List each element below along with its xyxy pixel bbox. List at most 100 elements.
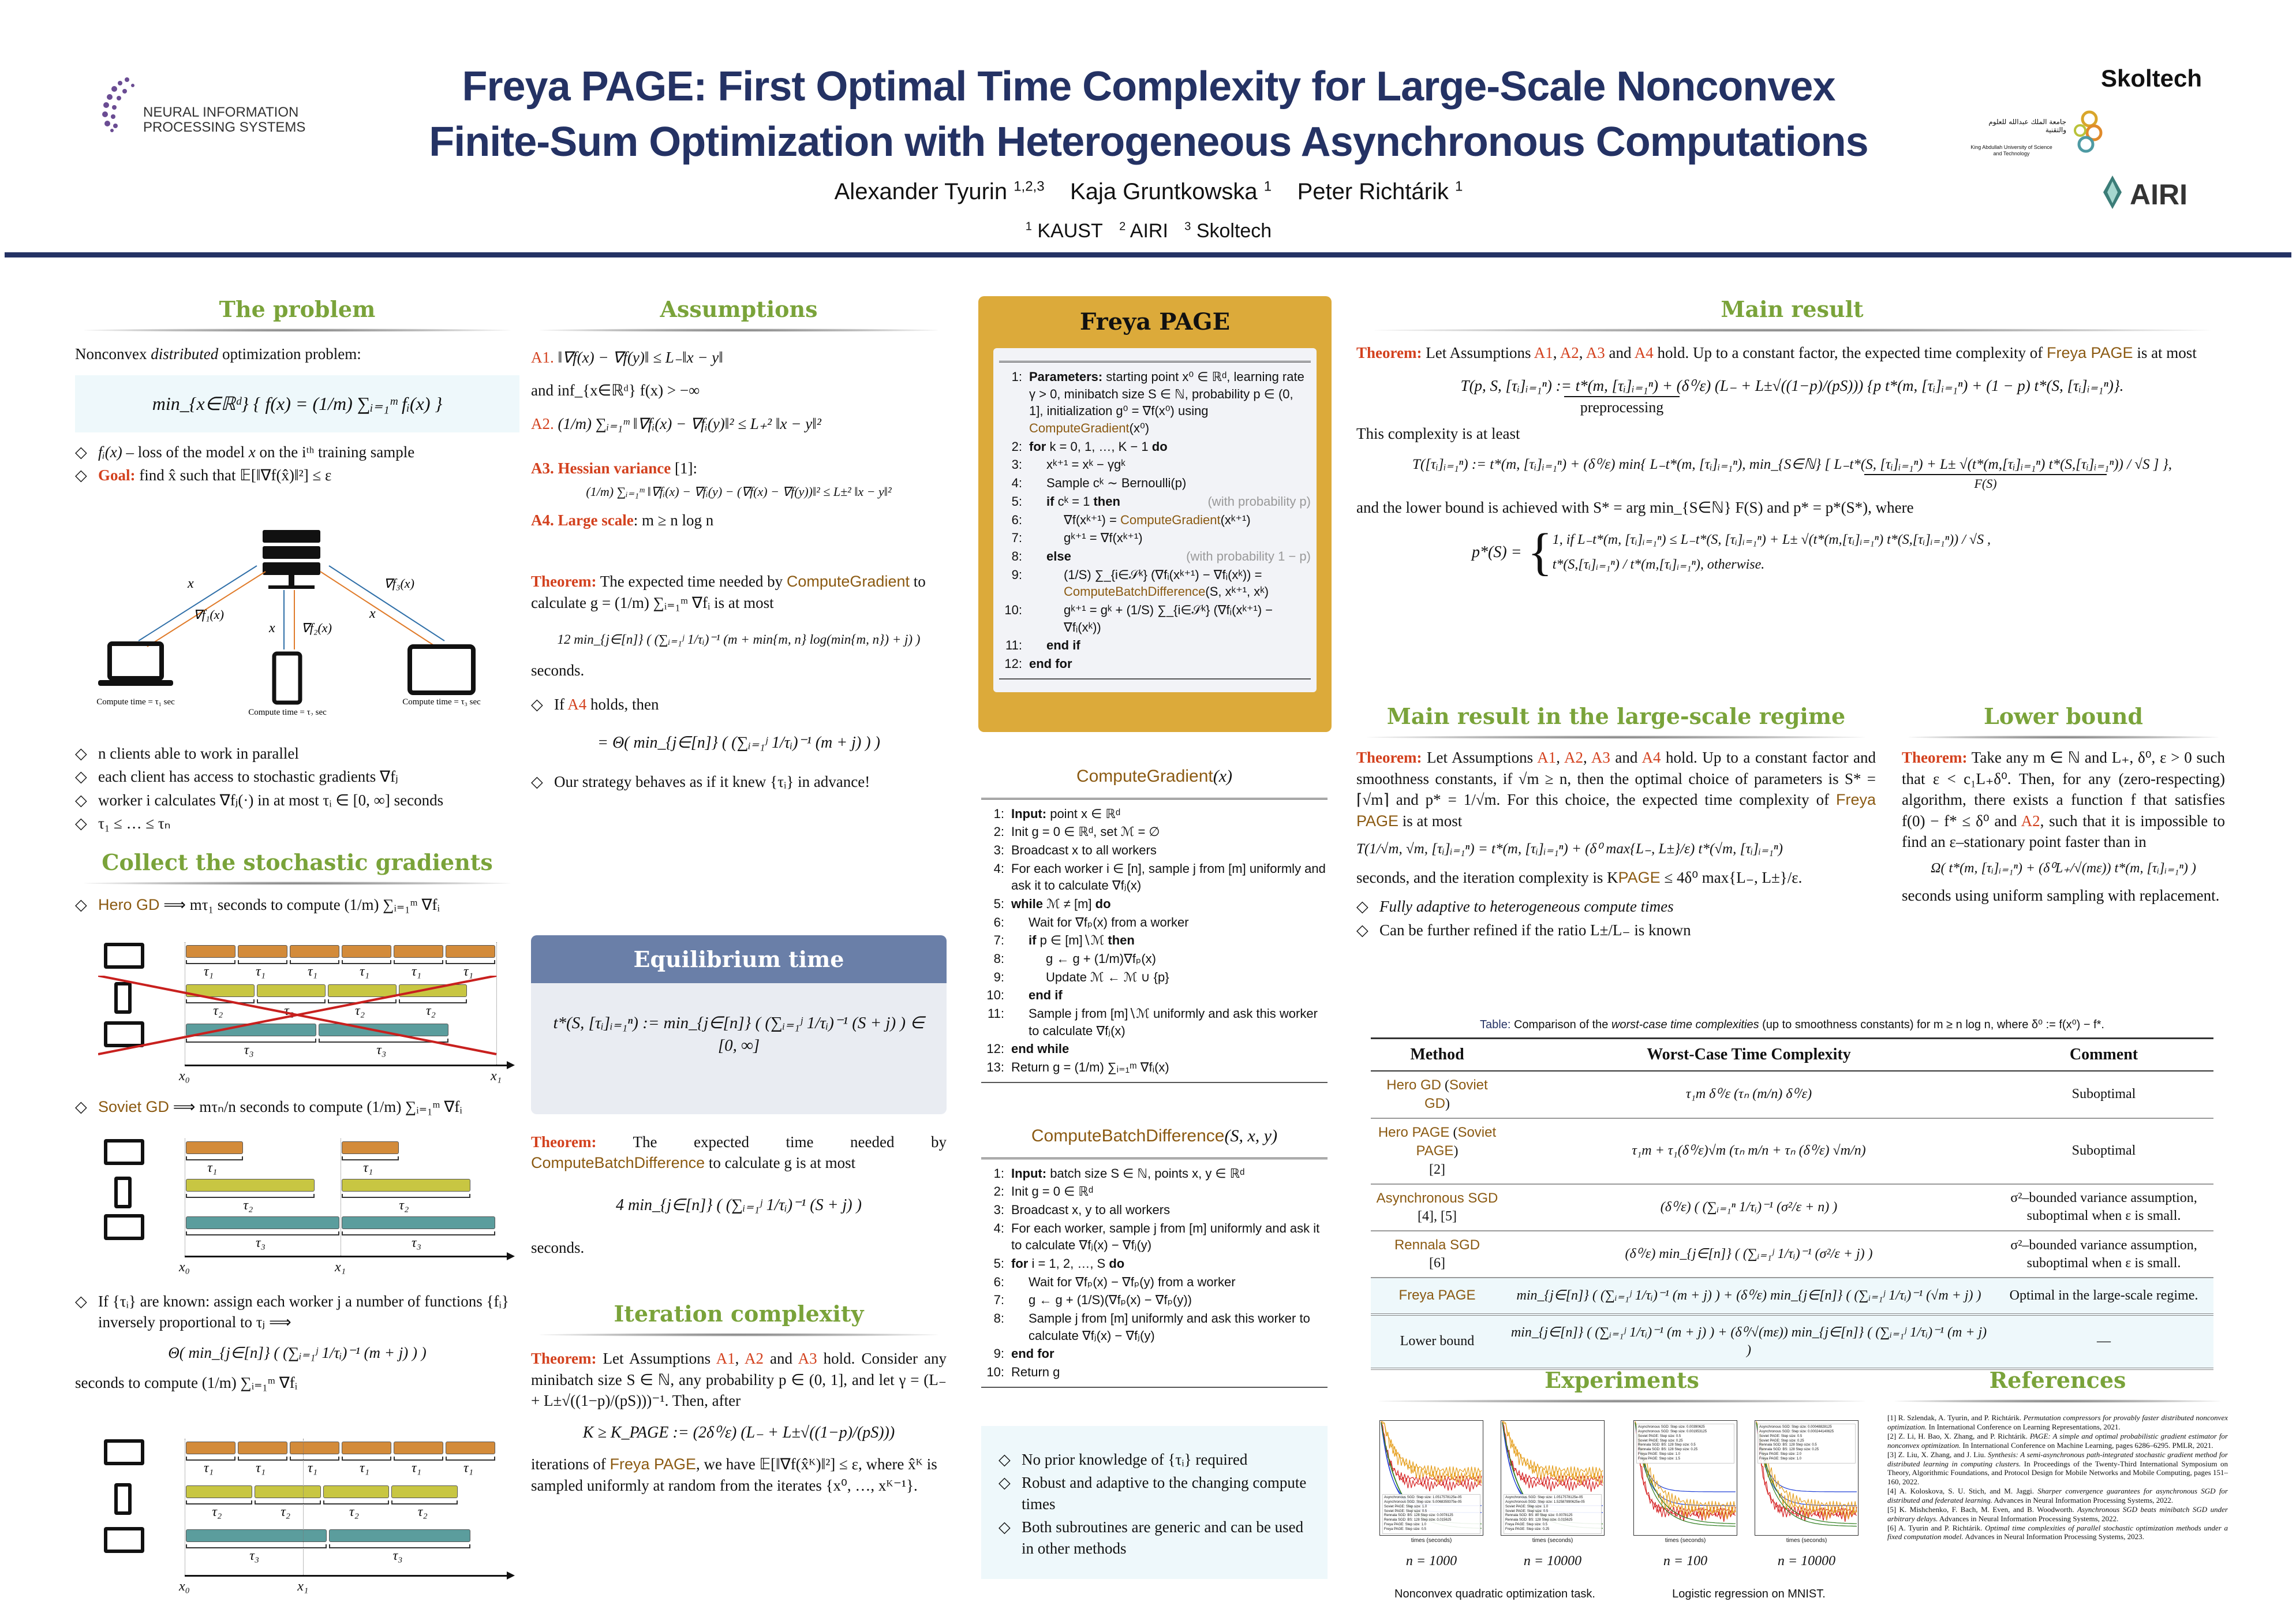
main-theorem: Theorem: Let Assumptions A1, A2, A3 and …: [1356, 342, 2228, 363]
text-segment: A2: [745, 1350, 764, 1368]
line-body: Wait for ∇fₚ(x) from a worker: [1011, 914, 1328, 931]
timeline-bar: [342, 1442, 391, 1454]
text-segment: ∇f(xᵏ⁺¹) =: [1064, 512, 1120, 527]
server-icon: [263, 530, 320, 589]
compute-batch-difference-title: ComputeBatchDifference(S, x, y): [981, 1125, 1328, 1148]
text-segment: Table:: [1480, 1018, 1511, 1031]
series-line: [1756, 1421, 1857, 1522]
algorithm-line: 4: For each worker i ∈ [n], sample j from…: [981, 860, 1328, 894]
timeline-duration-label: τ₂: [399, 1198, 409, 1213]
timeline-duration-label: τ₁: [463, 964, 473, 979]
algorithm-line: 5: while ℳ ≠ [m] do: [981, 895, 1328, 913]
section-title-references: References: [1887, 1365, 2228, 1403]
legend-entry: Rennala SGD: BS: 128 Step size: 0.5: [1759, 1443, 1817, 1447]
axis-label: x₁: [335, 1260, 346, 1275]
references-section: References [1] R. Szlendak, A. Tyurin, a…: [1887, 1365, 2228, 1541]
legend-entry: Soviet PAGE: Step size: 0.5: [1505, 1509, 1549, 1513]
reference-list: [1] R. Szlendak, A. Tyurin, and P. Richt…: [1887, 1413, 2228, 1541]
legend-entry: Soviet PAGE: Step size: 0.25: [1759, 1439, 1804, 1443]
iteration-theorem: Theorem: Let Assumptions A1, A2 and A3 h…: [531, 1348, 947, 1411]
header-divider: [5, 252, 2291, 257]
text-segment: A1: [1537, 749, 1557, 767]
algorithm-line: 4: Sample cᵏ ∼ Bernoulli(p): [999, 475, 1311, 492]
text-segment: ≤ 4δ⁰ max{L₋, L±}/ε.: [1660, 868, 1803, 886]
iteration-section: Iteration complexity Theorem: Let Assump…: [531, 1299, 947, 1496]
assumption-a3: A3. Hessian variance [1]:: [531, 458, 947, 479]
x-axis-label: times (seconds): [1532, 1537, 1573, 1544]
text-segment: gᵏ⁺¹ = gᵏ + (1/S) ∑_{i∈𝒮ᵏ} (∇fᵢ(xᵏ⁺¹) − …: [1064, 602, 1273, 634]
freya-page-algorithm: 1: Parameters: starting point x⁰ ∈ ℝᵈ, le…: [999, 361, 1311, 680]
phone-icon: [114, 1483, 132, 1515]
soviet-gd-timeline: τ₁ τ₁ τ₂ τ₂ τ₃ τ₃ x₀ x₁: [98, 1138, 519, 1280]
text-segment: Sample j from [m]∖ℳ uniformly and ask th…: [1029, 1006, 1318, 1038]
plot-legend: Asynchronous SGD: Step size: 0.000488281…: [1757, 1424, 1856, 1464]
line-number: 5:: [993, 896, 1004, 911]
author-affiliation-mark: 1,2,3: [1014, 178, 1045, 195]
axis-arrow-icon: [507, 1571, 515, 1580]
line-number: 7:: [993, 933, 1004, 948]
timeline-duration-label: τ₁: [204, 1461, 214, 1476]
affiliation-mark: 3: [1184, 220, 1191, 233]
text-segment: else: [1046, 548, 1071, 563]
algorithm-line: 7: gᵏ⁺¹ = ∇f(xᵏ⁺¹): [999, 529, 1311, 547]
reference-item: [1] R. Szlendak, A. Tyurin, and P. Richt…: [1887, 1413, 2228, 1432]
text-segment: Advances in Neural Information Processin…: [1992, 1496, 2174, 1505]
line-comment: (with probability p): [1207, 494, 1311, 509]
setting-bullets: n clients able to work in parallel each …: [75, 741, 519, 837]
experiment-captions: Nonconvex quadratic optimization task. L…: [1368, 1586, 1876, 1602]
airi-logo: AIRI: [2101, 172, 2228, 212]
text-segment: then: [1093, 494, 1120, 509]
timeline-bar: [342, 1141, 399, 1154]
text-segment: Theorem:: [1356, 749, 1422, 767]
text-segment: Theorem:: [531, 1133, 597, 1151]
axis-label: x₀: [179, 1579, 190, 1594]
algorithm-line: 2: Init g = 0 ∈ ℝᵈ, set ℳ = ∅: [981, 823, 1328, 841]
compute-time-caption: Compute time = τ₃ sec: [402, 697, 481, 707]
text-segment: hold. Consider any minibatch size S ∈ ℕ,…: [531, 1350, 947, 1410]
series-line: [1756, 1423, 1857, 1525]
series-line: [1502, 1421, 1603, 1492]
series-line: [1635, 1423, 1736, 1527]
legend-entry: Soviet PAGE: Step size: 1.0: [1505, 1504, 1549, 1509]
line-body: end while: [1011, 1040, 1328, 1058]
text-segment: A2.: [531, 415, 554, 433]
timeline-duration-label: τ₁: [256, 1461, 266, 1476]
text-segment: Let Assumptions: [1422, 344, 1534, 362]
timeline-bar: [318, 1024, 448, 1036]
affiliation-mark: 1: [1025, 220, 1032, 233]
edge-label: ∇f₂(x): [301, 621, 332, 635]
text-segment: A3: [1591, 749, 1610, 767]
section-title-lower-bound: Lower bound: [1902, 701, 2225, 740]
tablet-icon: [104, 1214, 144, 1240]
series-line: [1502, 1421, 1603, 1485]
line-number: 2:: [1011, 439, 1022, 454]
method-cell: Freya PAGE: [1371, 1278, 1504, 1316]
lower-bound-formula: Ω( t*(m, [τᵢ]ᵢ₌₁ⁿ) + (δ⁰L₊/√(mε)) t*(m, …: [1931, 861, 2196, 876]
timeline-brace: [186, 1457, 235, 1461]
timeline-bar: [186, 1179, 315, 1192]
timeline-bar: [186, 1529, 327, 1542]
legend-entry: Freya PAGE: Step size: 1.0: [1638, 1453, 1680, 1457]
text-segment: Permutation compressors for provably fas…: [1887, 1413, 2228, 1432]
series-line: [1381, 1423, 1482, 1486]
text-segment: The expected time needed by: [596, 1133, 947, 1151]
text-segment: Input:: [1011, 1166, 1047, 1181]
large-scale-bullet: Fully adaptive to heterogeneous compute …: [1356, 896, 1876, 917]
timeline-brace: [394, 1457, 443, 1461]
timeline-brace: [238, 1457, 287, 1461]
line-number: 7:: [993, 1293, 1004, 1308]
neurips-text-line2: PROCESSING SYSTEMS: [143, 120, 306, 136]
legend-entry: Rennala SGD: BS: 128 Step size: 0.25: [1638, 1448, 1698, 1452]
timeline-duration-label: τ₂: [213, 1003, 223, 1018]
line-number: 12:: [1004, 656, 1022, 671]
line-body: ∇f(xᵏ⁺¹) = ComputeGradient(xᵏ⁺¹): [1029, 512, 1311, 529]
lower-bound-section: Lower bound Theorem: Take any m ∈ ℕ and …: [1902, 701, 2225, 906]
line-number: 9:: [993, 1346, 1004, 1361]
edge-label: x: [187, 576, 194, 591]
author-name: Alexander Tyurin: [834, 179, 1008, 204]
text-segment: i = 1, 2, …, S: [1028, 1256, 1109, 1271]
p-star-case-1: 1, if L₋t*(m, [τᵢ]ᵢ₌₁ⁿ) ≤ L₋t*(S, [τᵢ]ᵢ₌…: [1552, 532, 1991, 548]
highlights-box: No prior knowledge of {τᵢ} required Robu…: [981, 1426, 1328, 1579]
complexity-cell: τ₁m + τ₁(δ⁰/ε)√m (τₙ m/n + τₙ (δ⁰/ε) √m/…: [1504, 1118, 1994, 1185]
series-line: [1381, 1421, 1482, 1480]
